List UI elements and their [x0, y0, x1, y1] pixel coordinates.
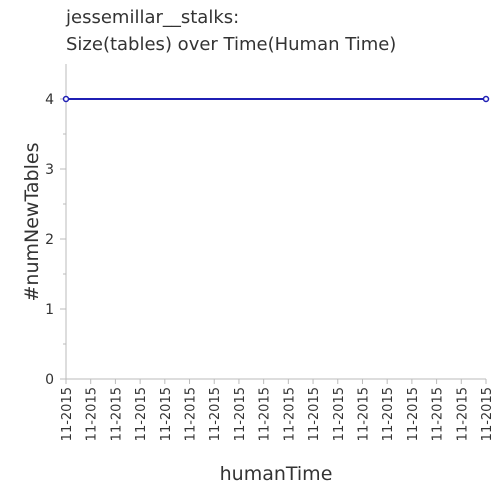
x-tick-label: 11-2015 — [406, 387, 421, 441]
x-tick-label: 11-2015 — [258, 387, 273, 441]
x-tick-label: 11-2015 — [109, 387, 124, 441]
x-tick-label: 11-2015 — [233, 387, 248, 441]
x-tick-label: 11-2015 — [332, 387, 347, 441]
x-tick-label: 11-2015 — [208, 387, 223, 441]
series-point — [482, 95, 490, 103]
y-tick-label: 3 — [45, 162, 54, 178]
axes — [65, 64, 486, 380]
x-tick-label: 11-2015 — [159, 387, 174, 441]
x-tick-label: 11-2015 — [85, 387, 100, 441]
x-tick-label: 11-2015 — [480, 387, 495, 441]
x-tick-label: 11-2015 — [307, 387, 322, 441]
x-tick-label: 11-2015 — [455, 387, 470, 441]
x-tick-label: 11-2015 — [282, 387, 297, 441]
series-point — [62, 95, 70, 103]
x-tick-label: 11-2015 — [381, 387, 396, 441]
series-layer — [62, 95, 490, 103]
x-tick-label: 11-2015 — [134, 387, 149, 441]
y-tick-label: 2 — [45, 232, 54, 248]
y-ticks: 0 1 2 3 4 — [45, 92, 66, 388]
chart-title-line-2: Size(tables) over Time(Human Time) — [66, 34, 397, 55]
chart-title-line-1: jessemillar__stalks: — [66, 7, 240, 28]
x-ticks: 11-2015 11-2015 11-2015 11-2015 11-2015 11-20… — [60, 379, 495, 441]
x-axis-label: humanTime — [220, 463, 333, 485]
y-tick-label: 1 — [45, 302, 54, 318]
x-tick-label: 11-2015 — [184, 387, 199, 441]
y-tick-label: 4 — [45, 92, 54, 108]
x-tick-label: 11-2015 — [431, 387, 446, 441]
x-tick-label: 11-2015 — [60, 387, 75, 441]
y-tick-label: 0 — [45, 372, 54, 388]
y-axis-label: #numNewTables — [21, 143, 43, 302]
x-tick-label: 11-2015 — [356, 387, 371, 441]
